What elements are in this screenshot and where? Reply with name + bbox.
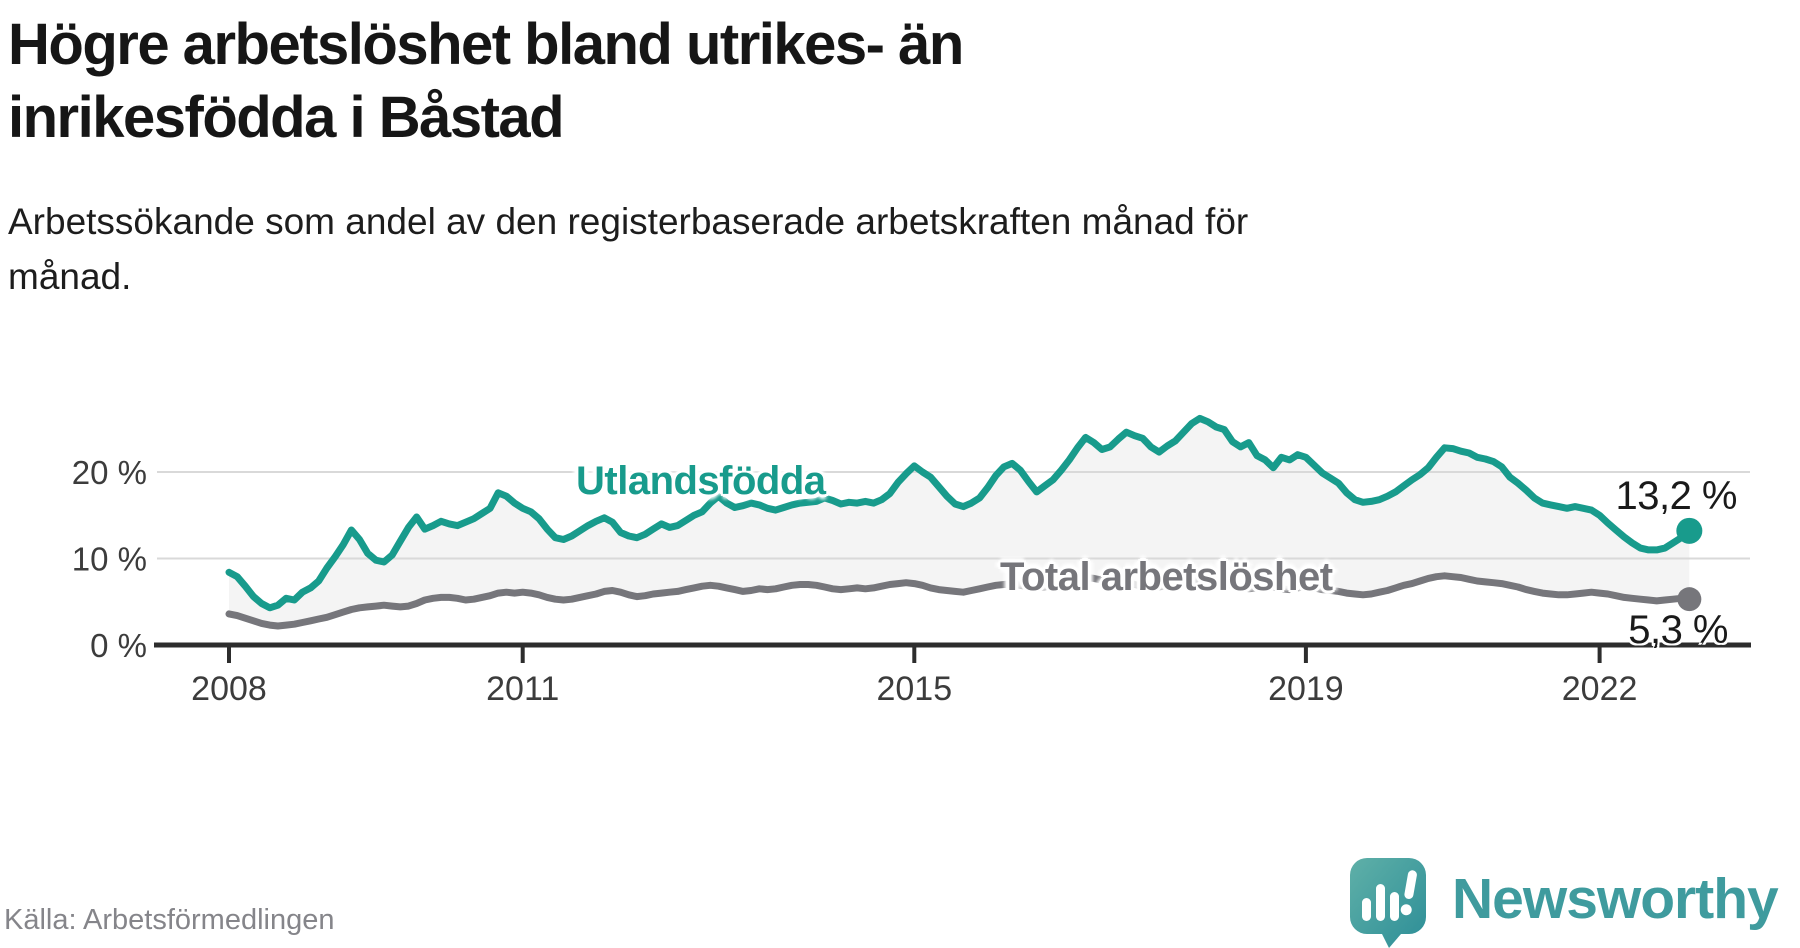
end-value-label-total: 5,3 %	[1628, 608, 1728, 652]
y-tick-label-0: 0 %	[90, 627, 147, 664]
y-tick-label-20: 20 %	[72, 454, 147, 491]
newsworthy-logo-icon	[1350, 858, 1426, 948]
x-tick-label-2019: 2019	[1268, 670, 1344, 708]
y-tick-label-10: 10 %	[72, 541, 147, 578]
x-tick-label-2015: 2015	[876, 670, 952, 708]
bar-2	[1376, 884, 1385, 921]
source-credit: Källa: Arbetsförmedlingen	[4, 904, 335, 936]
brand-wordmark: Newsworthy	[1452, 867, 1779, 931]
page-subtitle: Arbetssökande som andel av den registerb…	[8, 201, 1249, 297]
series-label-utlandsfodda: Utlandsfödda	[576, 459, 826, 503]
line-utlandsfodda	[225, 414, 1693, 612]
exclamation-mark	[1400, 870, 1417, 916]
x-tick-label-2022: 2022	[1562, 670, 1638, 708]
x-tick-label-2008: 2008	[191, 670, 267, 708]
endpoint-dot-total	[1677, 587, 1702, 612]
bar-1	[1362, 898, 1371, 921]
bar-3	[1390, 892, 1399, 921]
series-label-total-arbetsloshet: Total arbetslöshet	[1000, 555, 1333, 599]
x-tick-label-2011: 2011	[486, 670, 559, 708]
page-title: Högre arbetslöshet bland utrikes- än inr…	[8, 12, 964, 150]
line-total-arbetsloshet	[225, 572, 1693, 630]
end-value-label-utlandsfodda: 13,2 %	[1615, 474, 1737, 518]
endpoint-dot-utlandsfodda	[1676, 517, 1703, 544]
area-between-series	[229, 418, 1690, 626]
